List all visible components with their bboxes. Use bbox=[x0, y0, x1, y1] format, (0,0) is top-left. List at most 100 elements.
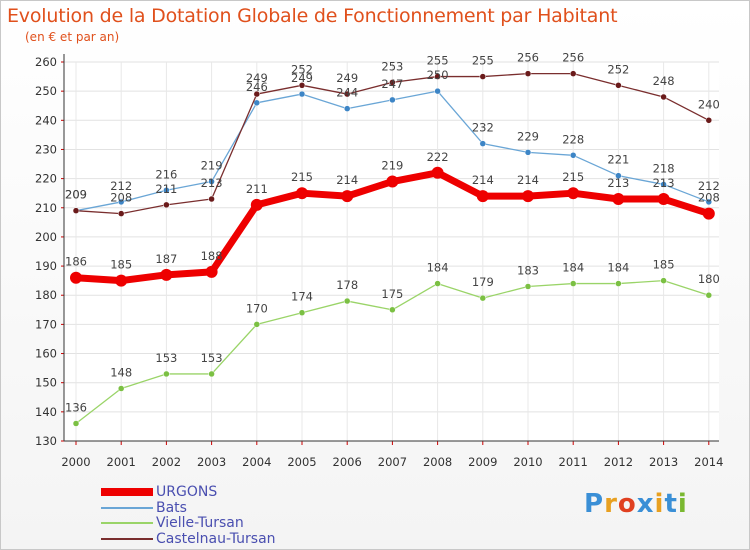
data-label: 252 bbox=[607, 62, 629, 76]
y-tick-label: 180 bbox=[35, 288, 57, 302]
data-label: 212 bbox=[698, 179, 720, 193]
data-label: 185 bbox=[653, 258, 675, 272]
data-label: 153 bbox=[201, 351, 223, 365]
y-tick-label: 150 bbox=[35, 376, 57, 390]
data-point bbox=[434, 87, 441, 95]
x-tick-label: 2011 bbox=[559, 455, 588, 469]
data-label: 215 bbox=[291, 170, 313, 184]
y-tick-label: 230 bbox=[35, 142, 57, 156]
data-label: 213 bbox=[201, 176, 223, 190]
data-label: 214 bbox=[517, 173, 539, 187]
data-point bbox=[434, 280, 441, 287]
data-label: 188 bbox=[201, 249, 223, 263]
data-point bbox=[569, 70, 577, 77]
data-point bbox=[208, 178, 215, 185]
data-label: 184 bbox=[562, 261, 584, 275]
data-point bbox=[253, 321, 261, 328]
data-point bbox=[657, 193, 670, 206]
y-tick-label: 130 bbox=[35, 434, 57, 448]
data-point bbox=[476, 190, 489, 203]
data-label: 244 bbox=[336, 86, 358, 100]
data-point bbox=[343, 297, 351, 305]
data-label: 179 bbox=[472, 275, 494, 289]
x-tick-label: 2010 bbox=[513, 455, 542, 469]
data-point bbox=[70, 271, 82, 284]
data-label: 213 bbox=[607, 176, 629, 190]
x-tick-label: 2005 bbox=[287, 455, 316, 469]
data-point bbox=[660, 181, 667, 188]
data-point bbox=[343, 90, 351, 98]
logo-letter: t bbox=[664, 489, 678, 519]
x-tick-label: 2008 bbox=[423, 455, 452, 469]
y-tick-label: 200 bbox=[35, 230, 57, 244]
plot-area bbox=[64, 62, 719, 441]
data-point bbox=[524, 283, 532, 290]
chart-subtitle: (en € et par an) bbox=[25, 30, 120, 44]
legend-label: URGONS bbox=[156, 484, 218, 500]
data-point bbox=[705, 198, 713, 206]
data-point bbox=[705, 291, 713, 299]
x-tick-label: 2007 bbox=[378, 455, 407, 469]
data-label: 248 bbox=[653, 74, 675, 88]
data-label: 247 bbox=[381, 77, 403, 91]
data-label: 249 bbox=[246, 71, 268, 85]
data-point bbox=[72, 207, 80, 214]
data-label: 249 bbox=[291, 71, 313, 85]
data-label: 180 bbox=[698, 272, 720, 286]
data-label: 213 bbox=[653, 176, 675, 190]
data-point bbox=[702, 207, 715, 220]
data-label: 221 bbox=[607, 153, 629, 167]
data-point bbox=[298, 90, 306, 98]
data-label: 212 bbox=[110, 179, 132, 193]
data-label: 211 bbox=[246, 182, 268, 196]
data-point bbox=[343, 105, 351, 112]
data-label: 185 bbox=[110, 258, 132, 272]
logo-letter: i bbox=[677, 489, 688, 519]
data-label: 184 bbox=[427, 261, 449, 275]
data-label: 175 bbox=[381, 287, 403, 301]
data-point bbox=[163, 370, 170, 378]
logo-letter: o bbox=[617, 489, 637, 519]
legend-label: Bats bbox=[156, 499, 187, 516]
data-label: 219 bbox=[201, 159, 223, 173]
data-label: 252 bbox=[291, 62, 313, 76]
data-label: 229 bbox=[517, 129, 539, 143]
data-point bbox=[431, 166, 444, 179]
data-point bbox=[522, 190, 534, 203]
axes: 1301401501601701801902002102202302402502… bbox=[35, 54, 723, 469]
data-point bbox=[72, 420, 80, 427]
y-tick-label: 160 bbox=[35, 347, 57, 361]
legend-swatch bbox=[101, 537, 153, 540]
data-point bbox=[208, 370, 215, 378]
data-point bbox=[115, 274, 128, 287]
logo-letter: x bbox=[636, 489, 655, 519]
data-point bbox=[479, 140, 487, 147]
data-point bbox=[569, 152, 577, 159]
data-label: 174 bbox=[291, 290, 313, 304]
data-point bbox=[660, 277, 667, 284]
x-tick-label: 2009 bbox=[468, 455, 497, 469]
data-point bbox=[208, 195, 215, 203]
data-label: 209 bbox=[65, 188, 87, 202]
data-label: 215 bbox=[562, 170, 584, 184]
data-label: 218 bbox=[653, 161, 675, 175]
data-label: 211 bbox=[155, 182, 177, 196]
x-tick-label: 2001 bbox=[107, 455, 136, 469]
legend-swatch bbox=[101, 506, 153, 509]
x-tick-label: 2002 bbox=[152, 455, 181, 469]
data-label: 186 bbox=[65, 255, 87, 269]
data-label: 250 bbox=[427, 68, 449, 82]
data-point bbox=[163, 201, 170, 209]
y-tick-label: 260 bbox=[35, 55, 57, 69]
data-point bbox=[615, 82, 622, 89]
x-tick-label: 2013 bbox=[649, 455, 678, 469]
x-tick-label: 2004 bbox=[242, 455, 271, 469]
data-label: 249 bbox=[336, 71, 358, 85]
data-label: 170 bbox=[246, 301, 268, 315]
logo-letter: P bbox=[584, 489, 605, 519]
data-label: 232 bbox=[472, 121, 494, 135]
x-tick-label: 2003 bbox=[197, 455, 226, 469]
data-label: 208 bbox=[698, 191, 720, 205]
